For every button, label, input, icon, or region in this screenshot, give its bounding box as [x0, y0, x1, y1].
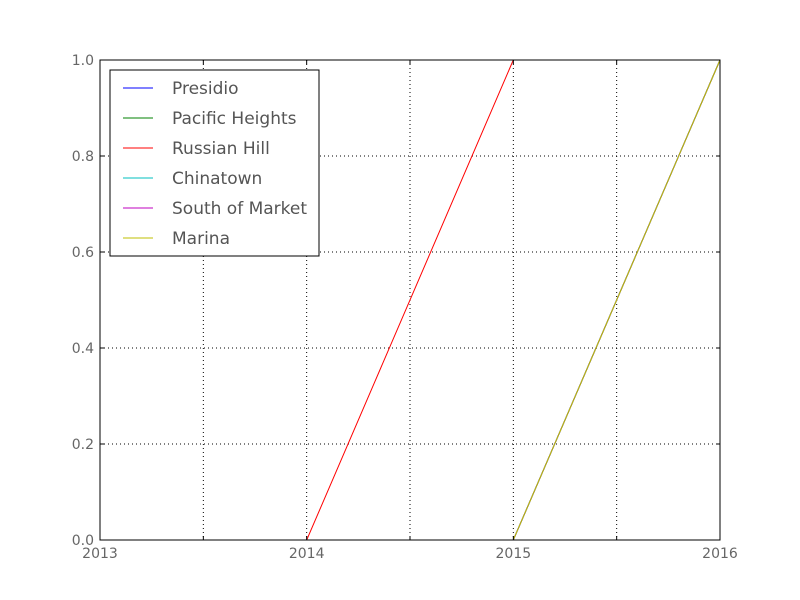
legend-label: Pacific Heights: [172, 109, 297, 129]
x-tick-label: 2015: [496, 546, 532, 562]
x-tick-label: 2014: [289, 546, 325, 562]
legend-label: Russian Hill: [172, 139, 270, 159]
legend: Presidio Pacific Heights Russian Hill China…: [109, 69, 320, 257]
axis-ticks: [99, 59, 721, 541]
legend-label: Chinatown: [172, 169, 262, 189]
y-axis-tick-labels: 0.0 0.2 0.4 0.6 0.8 1.0: [72, 53, 94, 549]
y-tick-label: 0.0: [72, 533, 94, 549]
y-tick-label: 0.2: [72, 437, 94, 453]
y-tick-label: 0.4: [72, 341, 94, 357]
y-tick-label: 1.0: [72, 53, 94, 69]
legend-box: [109, 69, 320, 257]
y-tick-label: 0.8: [72, 149, 94, 165]
x-tick-label: 2013: [82, 546, 118, 562]
y-tick-label: 0.6: [72, 245, 94, 261]
legend-label: Marina: [172, 229, 230, 249]
legend-label: South of Market: [172, 199, 307, 219]
legend-label: Presidio: [172, 79, 239, 99]
x-axis-tick-labels: 2013 2014 2015 2016: [82, 546, 738, 562]
x-tick-label: 2016: [702, 546, 738, 562]
